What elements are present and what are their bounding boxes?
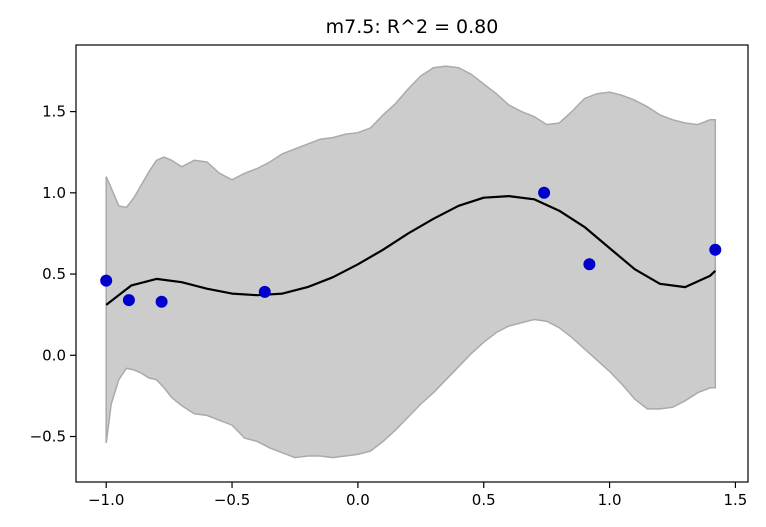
- axes: −1.0 −0.5 0.0 0.5 1.0 1.5 −0.5 0.0 0.5 1.0 1.5: [30, 44, 749, 509]
- x-tick-label: 0.0: [346, 491, 370, 509]
- data-point: [100, 274, 113, 287]
- y-tick-label: 0.0: [42, 346, 66, 364]
- plot-frame: [75, 44, 749, 483]
- x-tick-label: 1.5: [723, 491, 747, 509]
- x-tick-label: 1.0: [598, 491, 622, 509]
- y-tick-label: 1.0: [42, 184, 66, 202]
- uncertainty-band: [105, 65, 717, 459]
- x-tick-label: −0.5: [214, 491, 250, 509]
- chart-title: m7.5: R^2 = 0.80: [326, 16, 499, 38]
- data-point: [122, 294, 135, 307]
- data-point: [583, 258, 596, 271]
- data-point: [709, 243, 722, 256]
- data-point: [258, 285, 271, 298]
- data-point: [538, 186, 551, 199]
- plot-area: [100, 65, 722, 459]
- data-point: [155, 295, 168, 308]
- x-tick-label: −1.0: [88, 491, 124, 509]
- y-tick-label: 0.5: [42, 265, 66, 283]
- fit-line: [105, 195, 717, 306]
- y-tick-label: −0.5: [30, 428, 66, 446]
- y-tick-label: 1.5: [42, 103, 66, 121]
- x-tick-label: 0.5: [472, 491, 496, 509]
